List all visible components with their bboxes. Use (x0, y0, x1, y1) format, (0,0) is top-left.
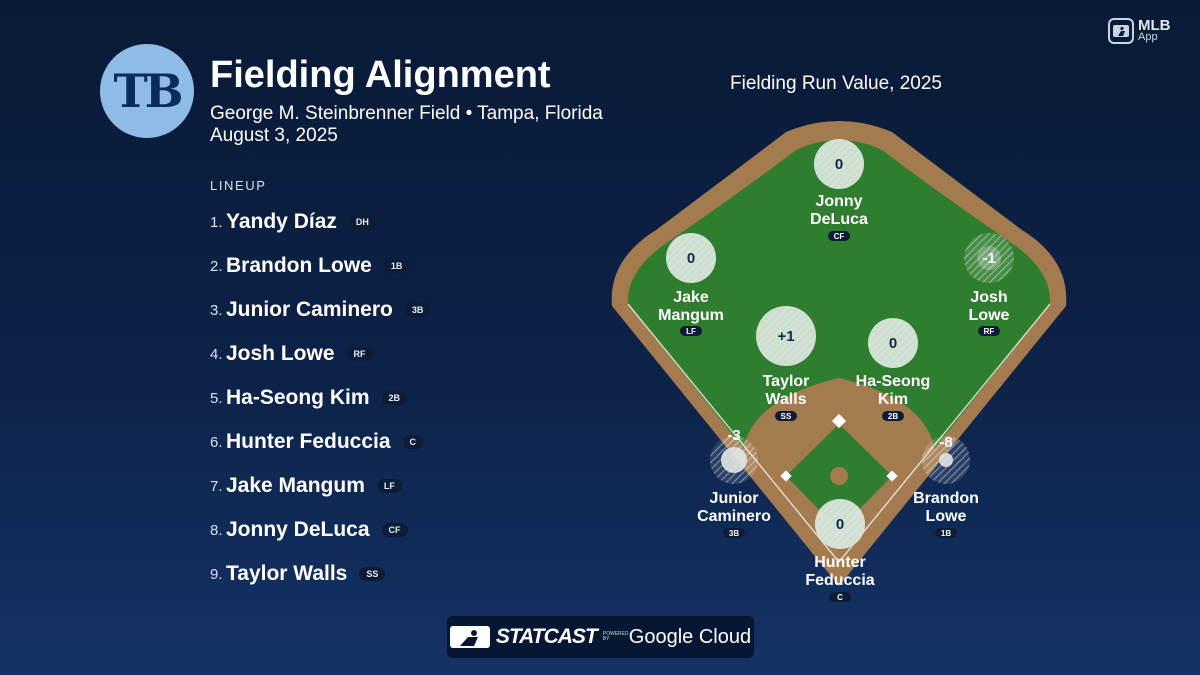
fielder-first-name: Taylor (763, 373, 810, 390)
google-cloud-wordmark: Google Cloud (628, 625, 752, 648)
position-badge: RF (984, 327, 995, 336)
fielder-last-name: Walls (765, 391, 806, 408)
mlb-logo-icon (1108, 18, 1134, 44)
powered-by-text: POWERED BY (602, 631, 629, 642)
team-logo: TB (100, 44, 194, 138)
chart-title: Fielding Run Value, 2025 (730, 73, 942, 94)
position-badge: 1B (383, 259, 410, 273)
player-name: Yandy Díaz (226, 210, 337, 233)
fielder-first-name: Brandon (913, 490, 979, 507)
list-item: 5. Ha-Seong Kim 2B (210, 376, 430, 420)
position-badge: CF (834, 232, 845, 241)
lineup-list: 1. Yandy Díaz DH 2. Brandon Lowe 1B 3. Junior… (210, 200, 431, 596)
team-logo-text: TB (113, 64, 183, 118)
position-badge: CF (381, 523, 408, 537)
list-item: 8. Jonny DeLuca CF (210, 508, 430, 552)
fielder-cf: 0 Jonny DeLuca CF (810, 139, 868, 241)
position-badge: LF (686, 327, 696, 336)
player-name: Josh Lowe (226, 342, 335, 365)
statcast-wordmark: STATCAST (495, 625, 598, 648)
fielder-ss: +1 Taylor Walls SS (756, 306, 816, 421)
list-item: 3. Junior Caminero 3B (210, 288, 431, 332)
fielder-last-name: Caminero (697, 508, 771, 525)
position-badge: C (402, 435, 424, 449)
player-name: Taylor Walls (226, 562, 348, 585)
position-badge: 2B (381, 391, 408, 405)
mlb-app-badge[interactable]: MLB App (1108, 18, 1171, 44)
statcast-footer: STATCAST POWERED BY Google Cloud (447, 616, 754, 658)
fielder-last-name: Kim (878, 391, 908, 408)
list-item: 4. Josh Lowe RF (210, 332, 430, 376)
fielder-last-name: Feduccia (805, 572, 874, 589)
third-base (780, 470, 792, 482)
lineup-number: 2. (210, 257, 223, 275)
fielder-2b: 0 Ha-Seong Kim 2B (856, 318, 931, 421)
baseball-field: 0 Jonny DeLuca CF 0 Jake Mangum LF -1 Jo… (611, 121, 1067, 602)
lineup-number: 8. (210, 521, 223, 539)
run-value: -3 (727, 427, 740, 444)
lineup-number: 4. (210, 345, 223, 363)
list-item: 1. Yandy Díaz DH (210, 200, 430, 244)
outfield-grass (627, 140, 1051, 568)
player-name: Hunter Feduccia (226, 430, 391, 453)
player-name: Brandon Lowe (226, 254, 372, 277)
pitchers-mound (830, 467, 848, 485)
fielder-first-name: Jonny (815, 193, 862, 210)
position-badge: LF (376, 479, 402, 493)
fielder-last-name: Mangum (658, 307, 724, 324)
fielder-last-name: DeLuca (810, 211, 868, 228)
list-item: 9. Taylor Walls SS (210, 552, 430, 596)
fielder-first-name: Josh (970, 289, 1007, 306)
mlb-app-line1: MLB (1138, 17, 1171, 35)
lineup-number: 9. (210, 565, 223, 583)
fielder-rf: -1 Josh Lowe RF (964, 233, 1014, 336)
position-badge: SS (359, 567, 386, 581)
second-base (831, 413, 847, 429)
run-value: -8 (939, 434, 952, 451)
lineup-number: 7. (210, 477, 223, 495)
fielder-first-name: Hunter (814, 554, 866, 571)
list-item: 2. Brandon Lowe 1B (210, 244, 430, 288)
lineup-number: 5. (210, 389, 223, 407)
lineup-number: 6. (210, 433, 223, 451)
position-badge: RF (346, 347, 373, 361)
lineup-number: 1. (210, 213, 223, 231)
fielder-1b: -8 Brandon Lowe 1B (913, 434, 979, 538)
mlb-logo-icon (449, 626, 490, 648)
position-badge: 3B (729, 529, 739, 538)
lineup-number: 3. (210, 301, 223, 319)
fielder-last-name: Lowe (926, 508, 967, 525)
page-title: Fielding Alignment (210, 54, 551, 96)
game-date: August 3, 2025 (210, 125, 338, 146)
fielder-3b: -3 Junior Caminero 3B (697, 427, 771, 538)
fielder-first-name: Jake (673, 289, 709, 306)
player-name: Ha-Seong Kim (226, 386, 370, 409)
first-base (886, 470, 898, 482)
player-name: Jake Mangum (226, 474, 365, 497)
run-value: 0 (889, 335, 897, 352)
fielder-c: 0 Hunter Feduccia C (805, 499, 875, 602)
position-badge: DH (348, 215, 376, 229)
run-value: -1 (982, 250, 995, 267)
player-name: Junior Caminero (226, 298, 393, 321)
position-badge: 3B (404, 303, 431, 317)
mlb-app-line2: App (1138, 30, 1158, 43)
run-value: 0 (835, 156, 843, 173)
list-item: 7. Jake Mangum LF (210, 464, 430, 508)
position-badge: 1B (941, 529, 951, 538)
run-value: 0 (687, 250, 695, 267)
fielder-lf: 0 Jake Mangum LF (658, 233, 724, 336)
position-badge: SS (781, 412, 792, 421)
list-item: 6. Hunter Feduccia C (210, 420, 430, 464)
lineup-header: LINEUP (210, 178, 267, 193)
fielder-last-name: Lowe (969, 307, 1010, 324)
fielder-first-name: Ha-Seong (856, 373, 931, 390)
run-value: 0 (836, 516, 844, 533)
position-badge: 2B (888, 412, 898, 421)
run-value: +1 (777, 328, 794, 345)
venue-text: George M. Steinbrenner Field • Tampa, Fl… (210, 103, 603, 124)
fielder-first-name: Junior (710, 490, 759, 507)
player-name: Jonny DeLuca (226, 518, 370, 541)
position-badge: C (837, 593, 843, 602)
